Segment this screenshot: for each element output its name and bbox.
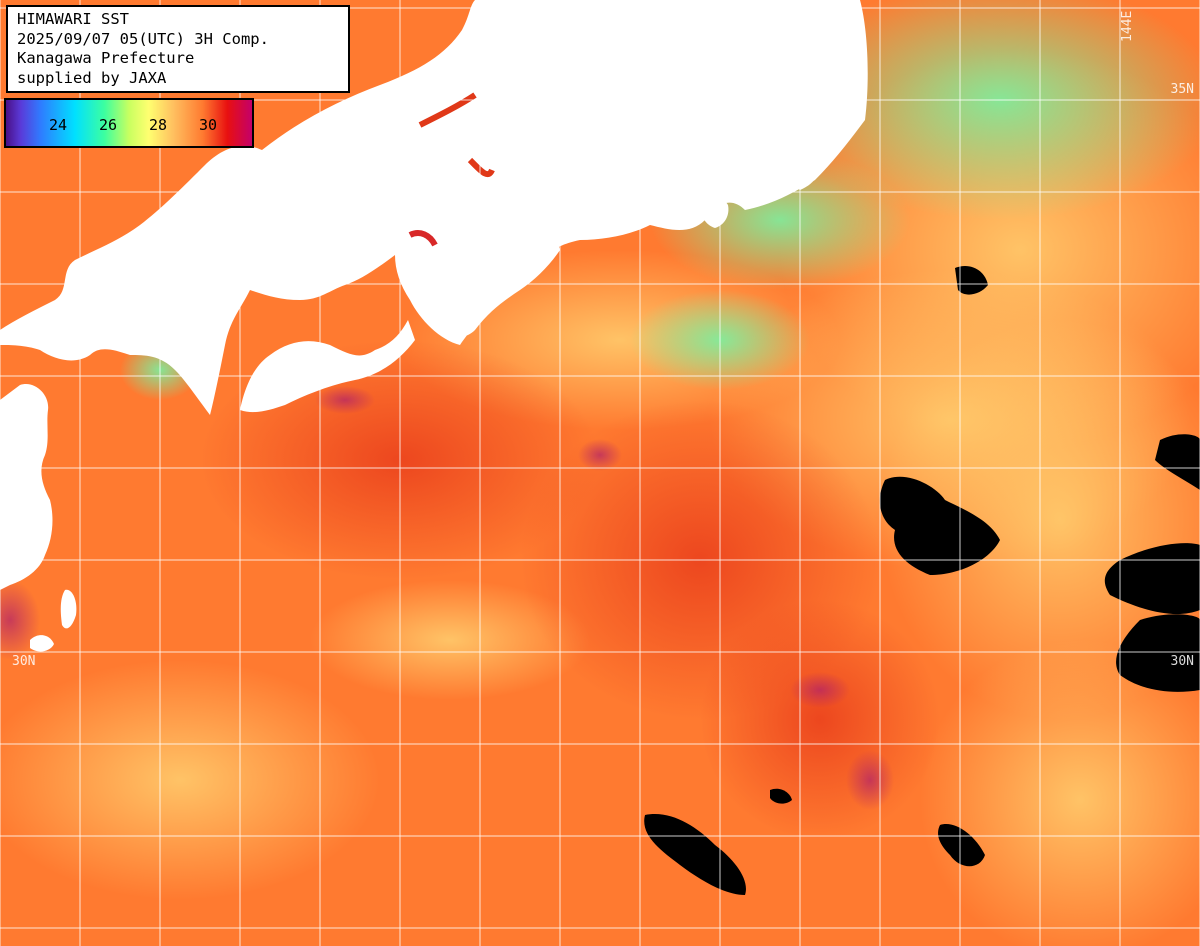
legend-tick-24: 24 [48, 116, 68, 134]
legend-tick-30: 30 [198, 116, 218, 134]
lat-label-30n-right: 30N [1170, 654, 1194, 669]
data-credit: supplied by JAXA [17, 68, 167, 87]
no-data-areas [644, 265, 1200, 895]
legend-tick-28: 28 [148, 116, 168, 134]
product-title: HIMAWARI SST [17, 10, 129, 28]
island-awaji [400, 257, 416, 279]
coastal-fringe [408, 92, 495, 247]
legend-tick-26: 26 [98, 116, 118, 134]
info-box: HIMAWARI SST 2025/09/07 05(UTC) 3H Comp.… [6, 5, 350, 93]
kii-peninsula [440, 235, 560, 337]
boso-peninsula [789, 158, 821, 190]
izu-peninsula [700, 197, 729, 228]
honshu [0, 0, 868, 415]
lat-label-30n-left: 30N [12, 654, 36, 669]
land [0, 0, 868, 652]
island-yakushima [30, 635, 54, 652]
color-scale-legend: 24 26 28 30 [4, 98, 254, 148]
island-tanegashima [60, 589, 77, 629]
kyushu [0, 384, 53, 590]
timestamp: 2025/09/07 05(UTC) 3H Comp. [17, 29, 269, 48]
region-name: Kanagawa Prefecture [17, 49, 195, 67]
lat-label-35n: 35N [1170, 82, 1194, 97]
shikoku [240, 320, 415, 413]
lon-label-144e: 144E [1120, 10, 1135, 42]
